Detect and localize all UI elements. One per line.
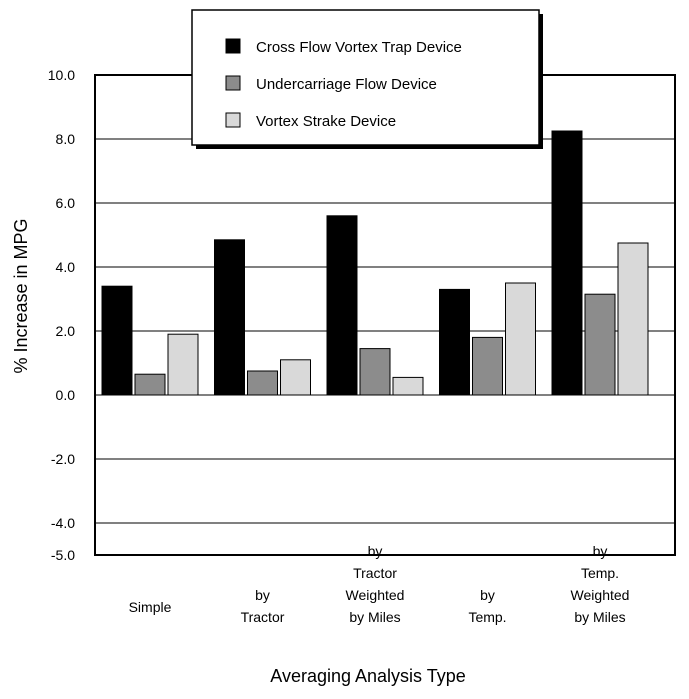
bar-series-1-category-4: [439, 288, 470, 396]
x-category-label: by: [368, 543, 383, 559]
x-category-label: Temp.: [468, 609, 506, 625]
bar-series-1-category-5: [551, 130, 583, 396]
bar-series-1-category-3: [326, 215, 358, 396]
bar-series-3-category-5: [617, 242, 649, 396]
x-category-label: Tractor: [241, 609, 285, 625]
y-tick-label: 6.0: [56, 195, 76, 211]
bar-series-2-category-5: [584, 293, 616, 396]
bar-series-3-category-3: [392, 376, 424, 396]
y-tick-label: -5.0: [51, 547, 75, 563]
y-tick-label: 0.0: [56, 387, 76, 403]
bar-series-1-category-2: [214, 239, 245, 396]
y-tick-label: 4.0: [56, 259, 76, 275]
y-tick-label: -4.0: [51, 515, 75, 531]
legend-label-3: Vortex Strake Device: [256, 113, 396, 130]
legend-swatch-1: [225, 38, 241, 54]
x-category-label: by: [593, 543, 608, 559]
y-tick-label: 2.0: [56, 323, 76, 339]
bar-series-3-category-4: [505, 282, 536, 396]
legend-box: [191, 9, 540, 146]
x-category-label: Simple: [129, 599, 172, 615]
legend-label-1: Cross Flow Vortex Trap Device: [256, 39, 462, 56]
y-axis-title: % Increase in MPG: [11, 218, 31, 373]
bar-series-1-category-1: [101, 285, 133, 396]
x-category-label: Weighted: [571, 587, 630, 603]
x-category-label: by Miles: [349, 609, 400, 625]
legend-label-2: Undercarriage Flow Device: [256, 76, 437, 93]
x-category-label: by: [480, 587, 495, 603]
x-category-label: Weighted: [346, 587, 405, 603]
x-category-label: Temp.: [581, 565, 619, 581]
y-tick-label: -2.0: [51, 451, 75, 467]
x-axis-title: Averaging Analysis Type: [270, 666, 465, 686]
legend-swatch-2: [225, 75, 241, 91]
x-category-label: Tractor: [353, 565, 397, 581]
bar-series-2-category-3: [359, 348, 391, 396]
bar-series-2-category-4: [472, 336, 503, 396]
bar-series-2-category-2: [247, 370, 278, 396]
bar-series-3-category-2: [280, 359, 311, 396]
bar-series-3-category-1: [167, 333, 199, 396]
x-category-label: by Miles: [574, 609, 625, 625]
y-tick-label: 8.0: [56, 131, 76, 147]
legend-swatch-3: [225, 112, 241, 128]
y-tick-label: 10.0: [48, 67, 75, 83]
bar-series-2-category-1: [134, 373, 166, 396]
x-category-label: by: [255, 587, 270, 603]
